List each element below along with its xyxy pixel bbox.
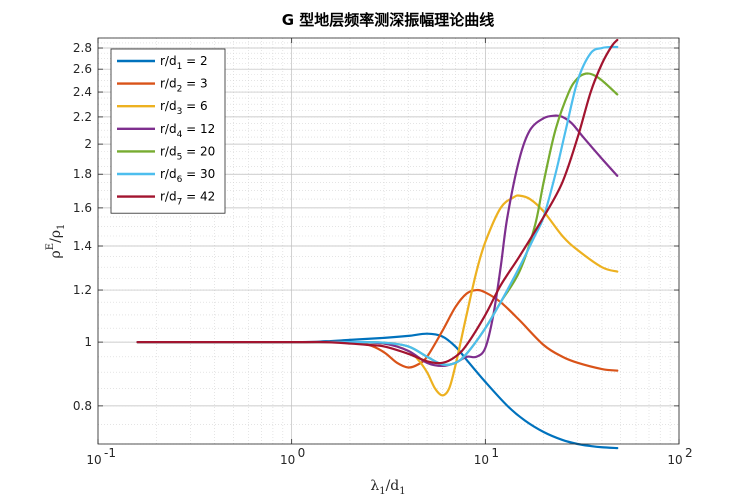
y-label-rho: ρ bbox=[48, 250, 64, 258]
plot-area: 10 -1 10 0 10 1 10 2 0.811.21.41.61.822.22.42.6… bbox=[73, 37, 693, 467]
legend: r/d1 = 2 r/d2 = 3 r/d3 = 6 r/d4 = 12 r/d5 = … bbox=[110, 48, 226, 214]
x-label-slash: /d bbox=[386, 478, 400, 494]
y-label-slash: /ρ bbox=[48, 230, 64, 243]
y-tick-label: 2 bbox=[84, 137, 92, 151]
legend-label: r/d5 = 20 bbox=[160, 144, 215, 162]
y-tick-label: 1.2 bbox=[73, 283, 92, 297]
legend-label: r/d1 = 2 bbox=[160, 54, 208, 72]
y-label-sup: E bbox=[45, 243, 56, 250]
x-tick-exponent: 0 bbox=[298, 446, 306, 460]
y-tick-label: 1.4 bbox=[73, 239, 92, 253]
axes-box bbox=[97, 37, 680, 445]
legend-label: r/d7 = 42 bbox=[160, 190, 215, 208]
x-tick-exponent: 2 bbox=[685, 446, 693, 460]
x-tick-label: 10 bbox=[280, 453, 295, 467]
x-label-sub1: 1 bbox=[379, 486, 385, 497]
x-tick-label: 10 bbox=[474, 453, 489, 467]
y-axis-ticks: 0.8 1 1.2 1.4 1.6 1.8 2 2.2 2.4 2.6 2.8 bbox=[73, 41, 679, 413]
y-tick-label: 2.2 bbox=[73, 110, 92, 124]
x-tick-label: 10 bbox=[667, 453, 682, 467]
y-axis-label: ρE/ρ1 bbox=[45, 224, 67, 259]
series-line-4 bbox=[136, 114, 619, 368]
y-tick-label: 0.8 bbox=[73, 399, 92, 413]
x-label-lambda: λ bbox=[370, 478, 379, 494]
x-label-sub2: 1 bbox=[399, 486, 405, 497]
x-tick-exponent: -1 bbox=[104, 446, 116, 460]
x-axis-label: λ1/d1 bbox=[370, 478, 405, 497]
legend-label: r/d4 = 12 bbox=[160, 122, 215, 140]
series-line-6 bbox=[136, 45, 619, 366]
legend-box bbox=[110, 48, 226, 214]
legend-label: r/d3 = 6 bbox=[160, 99, 208, 117]
series-lines bbox=[136, 38, 619, 450]
svg-text:ρE/ρ1: ρE/ρ1 bbox=[45, 224, 67, 259]
svg-text:λ1/d1: λ1/d1 bbox=[370, 478, 405, 497]
chart-title: G 型地层频率测深振幅理论曲线 bbox=[282, 11, 495, 29]
y-tick-label: 1 bbox=[84, 335, 92, 349]
x-tick-label: 10 bbox=[86, 453, 101, 467]
y-tick-label: 2.6 bbox=[73, 62, 92, 76]
y-label-sub: 1 bbox=[56, 224, 67, 230]
legend-label: r/d2 = 3 bbox=[160, 77, 208, 95]
x-axis-ticks: 10 -1 10 0 10 1 10 2 bbox=[86, 38, 693, 467]
y-tick-label: 2.8 bbox=[73, 41, 92, 55]
legend-label: r/d6 = 30 bbox=[160, 167, 215, 185]
series-line-7 bbox=[136, 38, 619, 365]
y-tick-label: 2.4 bbox=[73, 85, 92, 99]
y-tick-label: 1.8 bbox=[73, 167, 92, 181]
x-tick-exponent: 1 bbox=[491, 446, 499, 460]
y-tick-label: 1.6 bbox=[73, 201, 92, 215]
